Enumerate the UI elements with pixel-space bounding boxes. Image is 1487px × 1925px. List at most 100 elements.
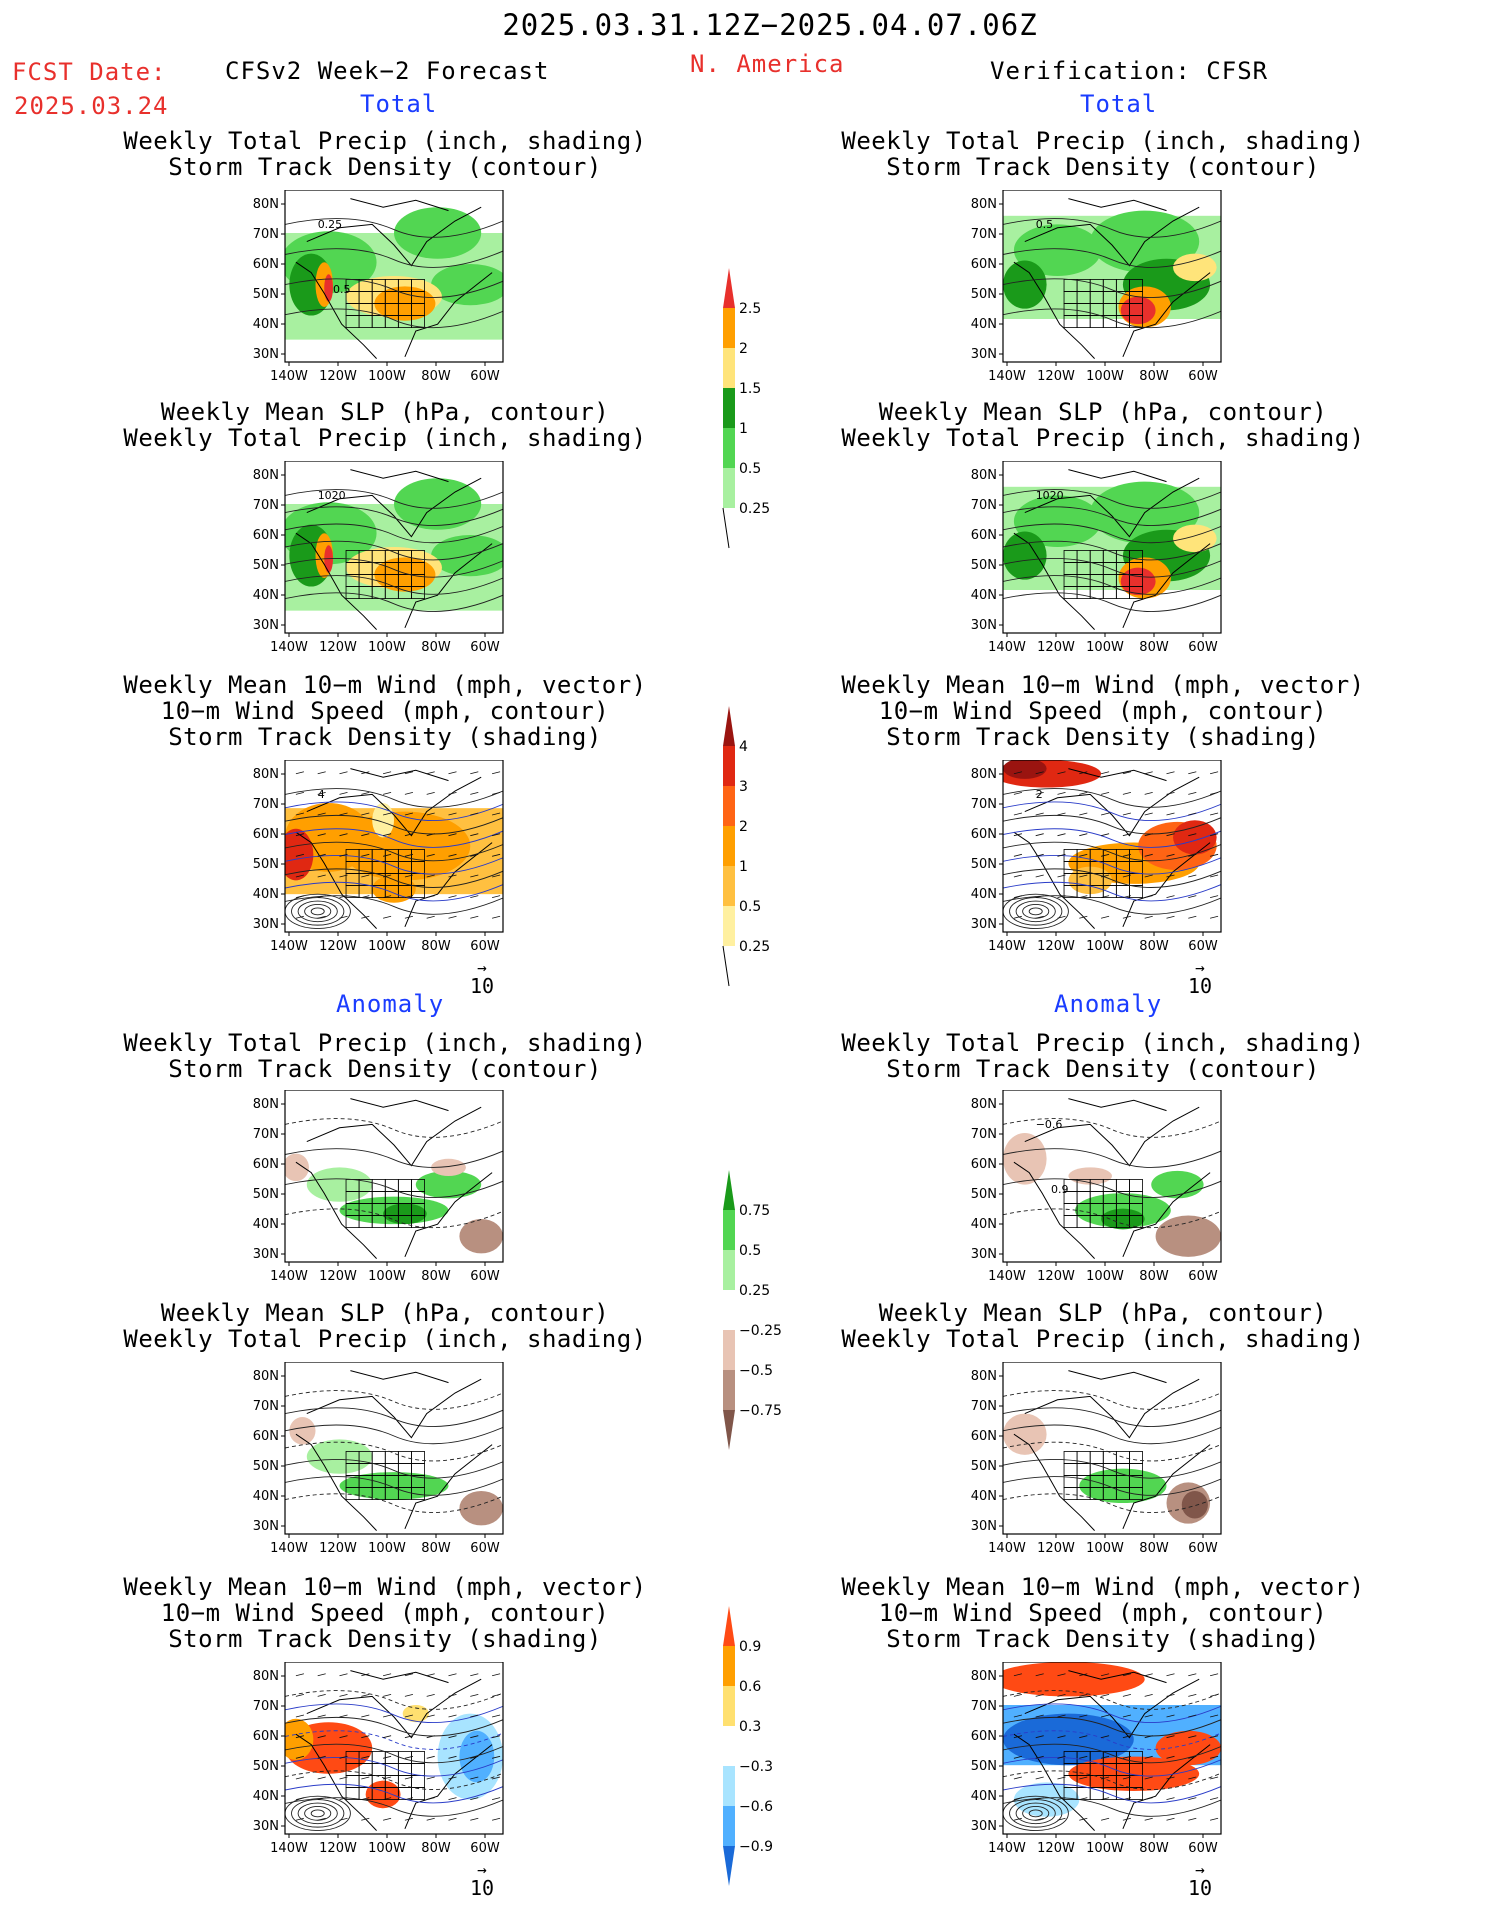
contour-line — [285, 1390, 503, 1410]
wind-vector — [1101, 1673, 1110, 1677]
wind-vector — [1166, 833, 1175, 837]
fc-total-slp-title: Weekly Mean SLP (hPa, contour) Weekly Tot… — [123, 398, 647, 452]
lat-label: 60N — [971, 528, 997, 543]
lat-label: 50N — [971, 287, 997, 302]
colorbar-label: −0.5 — [739, 1363, 773, 1379]
contour-line — [1003, 881, 1221, 902]
wind-vector — [1144, 874, 1153, 878]
lon-label: 80W — [1139, 939, 1169, 954]
wind-vector — [1122, 833, 1131, 837]
shading-blob — [1173, 524, 1217, 553]
contour-line — [1003, 801, 1221, 821]
ob-total-precip-title: Weekly Total Precip (inch, shading) Storm… — [841, 127, 1365, 181]
wind-speed-contour — [285, 1795, 351, 1832]
lat-label: 80N — [971, 468, 997, 483]
colorbar-label: 0.5 — [739, 461, 761, 477]
contour-line — [285, 1424, 503, 1445]
lat-label: 60N — [253, 1429, 279, 1444]
wind-vector — [1210, 874, 1219, 878]
lon-label: 140W — [988, 1841, 1026, 1856]
shading-group — [285, 1370, 503, 1531]
lat-label: 40N — [253, 887, 279, 902]
lat-label: 50N — [971, 857, 997, 872]
wind-vector — [426, 812, 435, 816]
lat-label: 40N — [971, 588, 997, 603]
wind-vector — [492, 1694, 501, 1697]
wind-speed-contour — [1028, 1809, 1043, 1818]
wind-vector — [295, 1755, 304, 1759]
colorbar-label: 0.75 — [739, 1203, 770, 1219]
wind-vector — [1057, 771, 1066, 775]
shading-blob — [402, 1705, 429, 1723]
lat-label: 30N — [971, 618, 997, 633]
lat-label: 80N — [971, 767, 997, 782]
wind-vector — [1188, 1817, 1197, 1821]
colorbar-label: −0.25 — [739, 1323, 782, 1339]
lon-label: 80W — [421, 1269, 451, 1284]
wind-vector — [383, 915, 392, 919]
wind-vector — [295, 1694, 304, 1697]
wind-vector — [404, 1817, 413, 1821]
wind-vector — [426, 895, 435, 898]
wind-vector — [1035, 1673, 1044, 1677]
wind-vector — [1122, 895, 1131, 898]
wind-vector — [295, 771, 304, 775]
contour-line — [1003, 278, 1221, 298]
wind-vector — [383, 1755, 392, 1759]
region-title: N. America — [690, 50, 845, 78]
contour-line — [1003, 1770, 1221, 1790]
colorbar-segment — [723, 826, 735, 866]
wind-vector — [470, 771, 479, 775]
wind-vector — [1144, 1776, 1153, 1780]
wind-vector — [339, 1797, 348, 1800]
wind-speed-contour — [310, 907, 325, 916]
contour-line — [285, 855, 503, 875]
wind-vector — [383, 1714, 392, 1718]
wind-vector — [1122, 1755, 1131, 1759]
wind-vector — [1079, 1714, 1088, 1718]
wind-vector — [317, 1797, 326, 1800]
wind-speed-contour — [1009, 897, 1063, 926]
contour-line — [1003, 248, 1221, 268]
contour-layer — [1003, 1690, 1221, 1832]
wind-vector — [1057, 1817, 1066, 1821]
wind-vector — [492, 1714, 501, 1718]
wind-vector — [1188, 1673, 1197, 1677]
lon-label: 100W — [368, 640, 406, 655]
wind-vector — [448, 771, 457, 775]
colorbar-label: 0.3 — [739, 1719, 761, 1735]
wind-vector — [1144, 1694, 1153, 1697]
ob-total-slp-title: Weekly Mean SLP (hPa, contour) Weekly Tot… — [841, 398, 1365, 452]
lon-label: 100W — [1086, 1841, 1124, 1856]
lat-label: 40N — [971, 317, 997, 332]
wind-vector — [1210, 853, 1219, 857]
lon-label: 140W — [270, 369, 308, 384]
wind-vector — [383, 833, 392, 837]
fc-anom-wind-title: Weekly Mean 10−m Wind (mph, vector) 10−m … — [123, 1573, 647, 1653]
lat-label: 50N — [971, 558, 997, 573]
wind-vector — [448, 1694, 457, 1697]
wind-vector — [1166, 1694, 1175, 1697]
wind-vector — [470, 833, 479, 837]
coastline — [1013, 469, 1211, 630]
fc-anom-slp-map: 80N 70N 60N 50N 40N 30N 140W 120W 100W 80W 60W — [253, 1362, 504, 1556]
wind-vector — [492, 812, 501, 816]
wind-vector — [1079, 1755, 1088, 1759]
state-box — [411, 1787, 425, 1800]
wind-vector — [361, 1755, 370, 1759]
lat-label: 40N — [971, 1789, 997, 1804]
colorbar-label: 2 — [739, 341, 748, 357]
lon-label: 100W — [368, 1841, 406, 1856]
wind-vector — [1166, 771, 1175, 775]
lon-label: 100W — [1086, 1541, 1124, 1556]
wind-vector — [361, 1797, 370, 1800]
wind-vector — [1035, 874, 1044, 878]
contour-line — [285, 788, 503, 808]
lon-label: 120W — [1037, 1541, 1075, 1556]
wind-vector — [1079, 1776, 1088, 1780]
shading-blob — [324, 545, 333, 573]
lat-label: 80N — [971, 1369, 997, 1384]
wind-vector — [361, 833, 370, 837]
shading-blob — [1003, 1413, 1047, 1455]
wind-vector — [1188, 1797, 1197, 1800]
